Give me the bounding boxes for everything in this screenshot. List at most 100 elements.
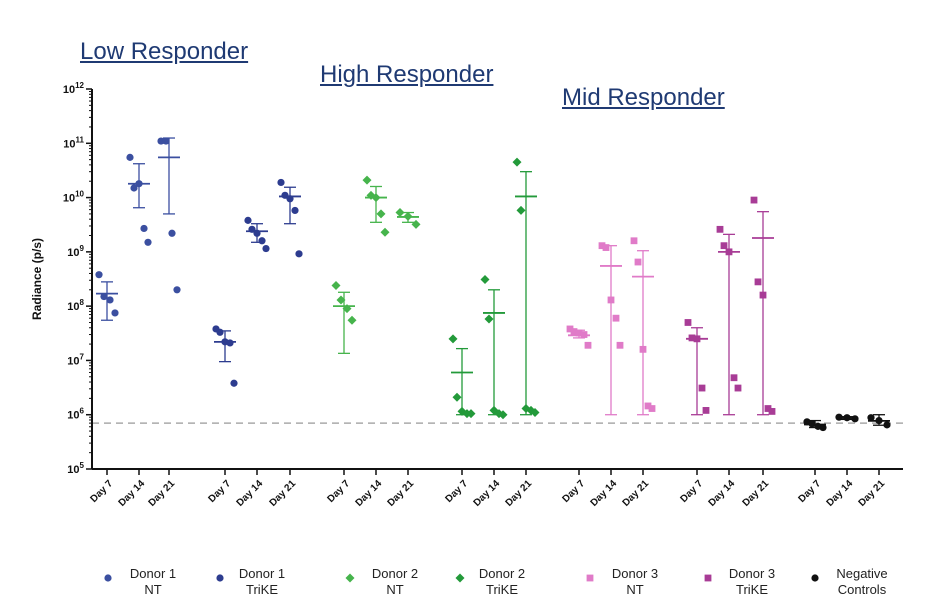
legend-marker [586, 574, 594, 582]
data-point [607, 296, 615, 304]
series-donor-1-trike [212, 178, 303, 387]
legend-label-line2: NT [626, 582, 643, 597]
data-point [281, 191, 289, 199]
high-responder-label[interactable]: High Responder [320, 61, 494, 88]
data-point [634, 258, 642, 266]
data-point [566, 325, 574, 333]
data-point [230, 379, 238, 387]
data-point [693, 335, 701, 343]
data-point [516, 205, 526, 215]
legend-marker [345, 573, 355, 583]
x-tick-label: Day 14 [235, 478, 266, 509]
data-point [248, 225, 256, 233]
x-tick-label: Day 7 [678, 478, 705, 505]
data-point [286, 195, 294, 203]
x-tick-label: Day 21 [741, 478, 772, 509]
data-point [466, 409, 476, 419]
data-point [725, 248, 733, 256]
legend-label-line2: TriKE [736, 582, 768, 597]
data-point [480, 274, 490, 284]
data-point [126, 153, 134, 161]
data-point [843, 414, 851, 422]
data-point [162, 137, 170, 145]
data-point [277, 178, 285, 187]
data-point [835, 413, 843, 421]
data-point [295, 250, 303, 258]
legend-item-donor-1-nt: Donor 1NT [104, 566, 176, 597]
series-donor-2-trike [448, 157, 540, 420]
data-point [644, 402, 652, 410]
legend-item-donor-2-nt: Donor 2NT [345, 566, 418, 597]
data-point [616, 341, 624, 349]
data-point [819, 423, 827, 432]
legend-label-line2: TriKE [246, 582, 278, 597]
data-point [768, 408, 776, 415]
data-point [135, 180, 143, 188]
data-point [140, 224, 148, 233]
series-negative-controls [803, 413, 891, 432]
data-point [380, 227, 390, 237]
legend-marker [704, 574, 712, 582]
y-axis-label: Radiance (p/s) [30, 238, 44, 320]
legend-marker [104, 574, 112, 582]
data-point [362, 175, 372, 185]
data-point [95, 271, 103, 279]
series-donor-3-trike [684, 196, 776, 416]
data-point [157, 137, 165, 145]
data-point [867, 414, 875, 422]
data-point [403, 211, 413, 221]
data-point [580, 331, 588, 338]
data-point [226, 339, 234, 347]
data-point [173, 286, 181, 294]
legend-label-line1: Donor 3 [729, 566, 775, 581]
y-tick-label: 106 [67, 407, 84, 422]
data-point [144, 238, 152, 246]
legend-label-line1: Donor 3 [612, 566, 658, 581]
legend-marker [811, 574, 819, 582]
data-point [291, 206, 299, 215]
legend-label-line2: Controls [838, 582, 887, 597]
y-tick-label: 108 [67, 298, 84, 313]
data-point [698, 384, 706, 392]
data-point [111, 309, 119, 317]
data-point [448, 334, 458, 344]
data-point [808, 420, 816, 428]
data-point [100, 292, 108, 301]
data-point [575, 329, 583, 337]
legend-label-line2: NT [386, 582, 403, 597]
legend-label-line2: NT [144, 582, 161, 597]
data-point [342, 304, 352, 314]
legend-label-line1: Negative [836, 566, 887, 581]
x-tick-label: Day 14 [825, 478, 856, 509]
data-point [630, 237, 638, 245]
legend-item-donor-3-nt: Donor 3NT [586, 566, 658, 597]
y-tick-label: 1010 [63, 190, 85, 205]
data-point [376, 209, 386, 219]
data-point [253, 229, 261, 237]
x-tick-label: Day 14 [707, 478, 738, 509]
x-tick-label: Day 21 [268, 478, 299, 509]
low-responder-label[interactable]: Low Responder [80, 38, 249, 65]
x-tick-label: Day 14 [589, 478, 620, 509]
mid-responder-label[interactable]: Mid Responder [562, 84, 725, 111]
data-point [347, 315, 357, 325]
data-point [875, 416, 883, 425]
marks-layer [95, 137, 891, 432]
legend-label-line1: Donor 1 [130, 566, 176, 581]
x-tick-label: Day 21 [857, 478, 888, 509]
data-point [336, 295, 346, 305]
data-point [512, 157, 522, 167]
data-point [262, 244, 270, 253]
x-tick-label: Day 14 [472, 478, 503, 509]
data-point [754, 278, 762, 286]
x-tick-label: Day 7 [88, 478, 115, 505]
x-tick-label: Day 14 [354, 478, 385, 509]
x-tick-label: Day 14 [117, 478, 148, 509]
y-tick-label: 105 [67, 461, 84, 476]
data-point [331, 281, 341, 291]
data-point [759, 291, 767, 299]
